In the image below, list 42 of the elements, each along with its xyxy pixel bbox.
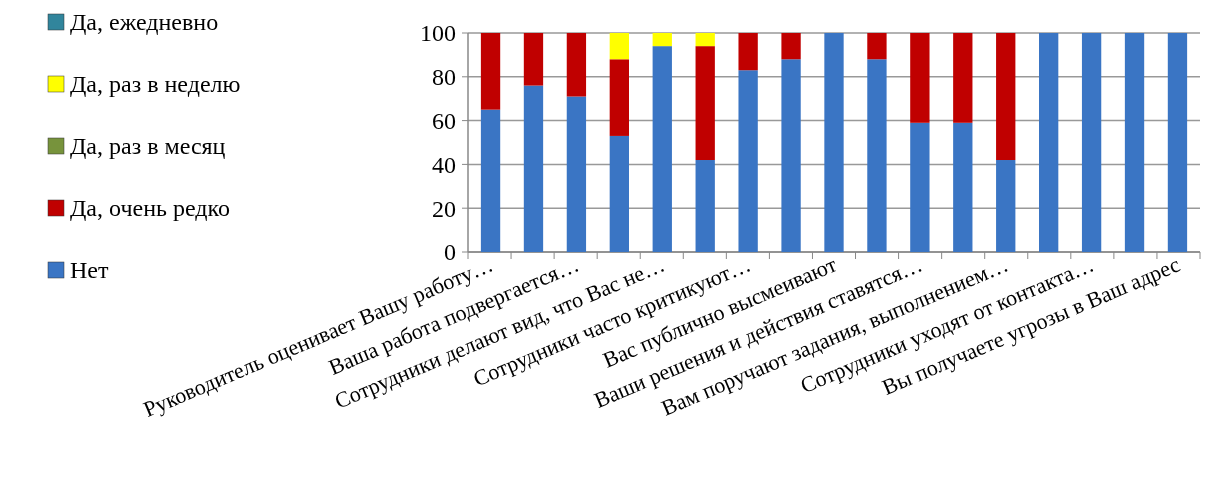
bar: [781, 33, 801, 60]
y-tick-label: 40: [432, 151, 456, 178]
bar: [566, 33, 587, 97]
bar: [996, 160, 1016, 252]
y-tick-label: 100: [420, 20, 456, 47]
bar: [652, 33, 672, 47]
bar: [910, 122, 930, 252]
legend-label: Да, раз в неделю: [70, 71, 241, 98]
bar: [480, 109, 501, 252]
y-tick-label: 60: [432, 108, 456, 134]
bar: [480, 33, 501, 110]
bar: [523, 85, 544, 252]
bar: [996, 33, 1016, 161]
bar: [652, 46, 672, 252]
legend-label: Нет: [70, 257, 109, 284]
bar: [867, 33, 887, 60]
bar: [738, 70, 758, 252]
y-tick-label: 0: [444, 239, 456, 266]
bar: [609, 33, 629, 60]
bar: [695, 46, 715, 161]
bar: [1167, 33, 1188, 252]
bar: [523, 33, 544, 86]
bar: [781, 59, 801, 252]
bar: [609, 59, 629, 136]
bar: [695, 160, 715, 252]
bar: [867, 59, 887, 252]
bar: [609, 135, 629, 252]
y-tick-label: 80: [432, 64, 456, 91]
bar: [1081, 33, 1102, 252]
bar: [910, 33, 930, 123]
bar: [738, 33, 758, 71]
bar: [695, 33, 715, 47]
bar: [953, 33, 973, 123]
bar: [1124, 33, 1145, 252]
bar: [566, 96, 587, 252]
y-tick-label: 20: [432, 195, 456, 222]
bar: [953, 122, 973, 252]
legend-label: Да, ежедневно: [70, 9, 219, 36]
bar: [824, 33, 844, 252]
legend-label: Да, раз в месяц: [70, 133, 226, 160]
bar: [1039, 33, 1059, 252]
legend-label: Да, очень редко: [70, 195, 230, 222]
